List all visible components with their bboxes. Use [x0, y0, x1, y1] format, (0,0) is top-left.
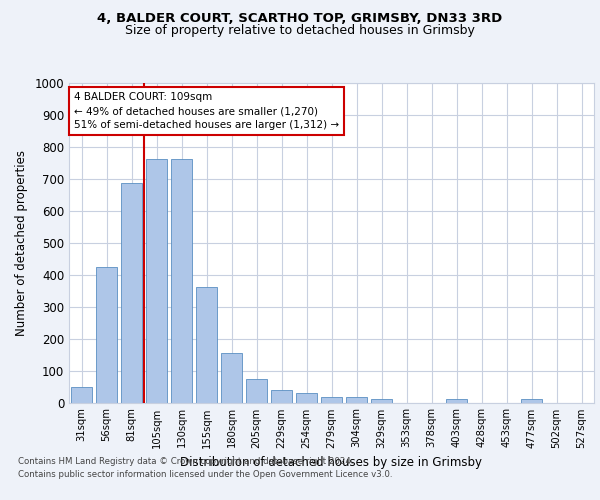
- Bar: [221, 353, 242, 403]
- Bar: [296, 393, 317, 402]
- X-axis label: Distribution of detached houses by size in Grimsby: Distribution of detached houses by size …: [181, 456, 482, 469]
- Text: 4 BALDER COURT: 109sqm
← 49% of detached houses are smaller (1,270)
51% of semi-: 4 BALDER COURT: 109sqm ← 49% of detached…: [74, 92, 339, 130]
- Bar: [146, 160, 167, 402]
- Bar: [371, 400, 392, 402]
- Bar: [446, 400, 467, 402]
- Bar: [246, 378, 267, 402]
- Bar: [321, 396, 342, 402]
- Text: 4, BALDER COURT, SCARTHO TOP, GRIMSBY, DN33 3RD: 4, BALDER COURT, SCARTHO TOP, GRIMSBY, D…: [97, 12, 503, 24]
- Bar: [271, 390, 292, 402]
- Text: Size of property relative to detached houses in Grimsby: Size of property relative to detached ho…: [125, 24, 475, 37]
- Text: Contains HM Land Registry data © Crown copyright and database right 2024.: Contains HM Land Registry data © Crown c…: [18, 458, 353, 466]
- Bar: [346, 396, 367, 402]
- Bar: [121, 184, 142, 402]
- Bar: [96, 266, 117, 402]
- Bar: [171, 160, 192, 402]
- Text: Contains public sector information licensed under the Open Government Licence v3: Contains public sector information licen…: [18, 470, 392, 479]
- Y-axis label: Number of detached properties: Number of detached properties: [14, 150, 28, 336]
- Bar: [196, 288, 217, 403]
- Bar: [521, 400, 542, 402]
- Bar: [71, 386, 92, 402]
